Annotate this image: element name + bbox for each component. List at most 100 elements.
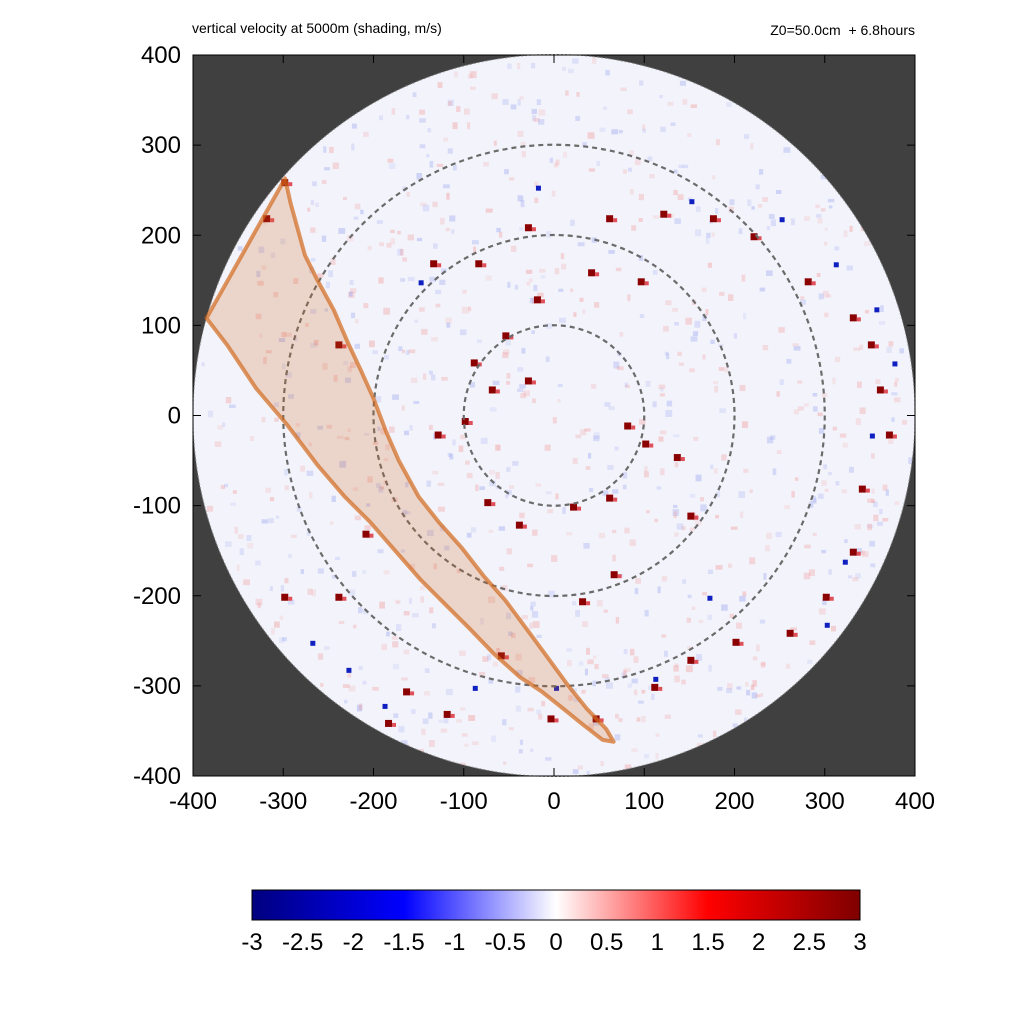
field-cell — [432, 201, 438, 208]
field-cell — [582, 621, 588, 628]
updraft-cell — [644, 281, 649, 286]
field-cell — [674, 322, 679, 326]
field-cell — [624, 527, 630, 534]
field-cell — [633, 656, 639, 663]
field-cell — [278, 637, 285, 644]
field-cell — [601, 674, 609, 678]
field-cell — [726, 688, 733, 694]
field-cell — [390, 238, 395, 245]
field-cell — [354, 515, 361, 521]
field-cell — [317, 273, 324, 278]
field-cell — [485, 208, 493, 213]
field-cell — [352, 570, 357, 577]
field-cell — [331, 575, 336, 579]
field-cell — [201, 362, 205, 367]
field-cell — [505, 339, 511, 346]
colorbar-tick-label: -2.5 — [282, 929, 323, 956]
field-cell — [394, 599, 401, 603]
field-cell — [547, 590, 555, 598]
field-cell — [561, 66, 566, 72]
field-cell — [588, 487, 594, 493]
x-tick-label: -200 — [349, 788, 397, 815]
field-cell — [685, 665, 693, 673]
field-cell — [745, 681, 749, 687]
colorbar-tick-label: -3 — [241, 929, 262, 956]
updraft-cell — [461, 418, 469, 426]
field-cell — [724, 367, 729, 373]
updraft-cell — [554, 718, 559, 723]
field-cell — [614, 446, 619, 451]
field-cell — [598, 532, 606, 539]
field-cell — [808, 569, 815, 577]
field-cell — [673, 504, 678, 508]
field-cell — [432, 470, 439, 475]
field-cell — [411, 709, 416, 714]
field-cell — [690, 336, 698, 342]
field-cell — [561, 263, 567, 270]
field-cell — [412, 92, 417, 98]
field-cell — [710, 339, 715, 345]
field-cell — [818, 293, 824, 300]
y-tick-label: 200 — [141, 222, 181, 249]
field-cell — [459, 329, 467, 336]
x-tick-label: -300 — [259, 788, 307, 815]
field-cell — [435, 303, 441, 308]
field-cell — [834, 246, 840, 251]
field-cell — [317, 425, 324, 430]
field-cell — [712, 175, 716, 180]
field-cell — [527, 707, 534, 712]
field-cell — [846, 265, 853, 271]
field-cell — [224, 483, 228, 488]
field-cell — [719, 291, 725, 296]
field-cell — [441, 268, 447, 273]
x-tick-label: -400 — [169, 788, 217, 815]
field-cell — [751, 206, 755, 210]
field-cell — [776, 391, 780, 397]
field-cell — [706, 232, 711, 239]
field-cell — [584, 428, 591, 432]
field-cell — [520, 392, 527, 399]
field-cell — [519, 384, 526, 389]
swath-area — [204, 176, 616, 744]
field-cell — [582, 309, 586, 314]
field-cell — [386, 242, 392, 248]
field-cell — [362, 569, 367, 574]
field-cell — [413, 400, 420, 405]
field-cell — [885, 489, 889, 496]
field-cell — [551, 555, 558, 563]
field-cell — [716, 491, 721, 498]
field-cell — [638, 255, 644, 261]
field-cell — [495, 444, 501, 451]
field-cell — [381, 643, 388, 651]
field-cell — [249, 436, 255, 441]
field-cell — [871, 453, 875, 459]
field-cell — [746, 689, 751, 696]
field-cell — [419, 144, 426, 149]
updraft-cell — [694, 659, 699, 664]
field-cell — [592, 680, 596, 687]
field-cell — [488, 678, 494, 684]
field-cell — [362, 680, 367, 685]
field-cell — [288, 599, 295, 605]
field-cell — [273, 402, 280, 408]
field-cell — [759, 287, 766, 292]
field-cell — [456, 568, 462, 574]
field-cell — [700, 504, 707, 512]
field-cell — [362, 608, 367, 612]
field-cell — [460, 707, 466, 711]
field-cell — [439, 279, 446, 285]
field-cell — [697, 734, 703, 738]
field-cell — [623, 667, 631, 672]
field-cell — [651, 693, 655, 701]
field-cell — [803, 572, 811, 580]
field-cell — [760, 693, 764, 697]
field-cell — [386, 631, 390, 637]
field-cell — [701, 287, 707, 293]
field-cell — [307, 588, 313, 595]
field-cell — [393, 713, 399, 719]
field-cell — [308, 442, 313, 447]
range-ring — [462, 324, 646, 507]
updraft-cell — [586, 601, 591, 606]
field-cell — [847, 575, 853, 579]
field-cell — [710, 464, 714, 470]
